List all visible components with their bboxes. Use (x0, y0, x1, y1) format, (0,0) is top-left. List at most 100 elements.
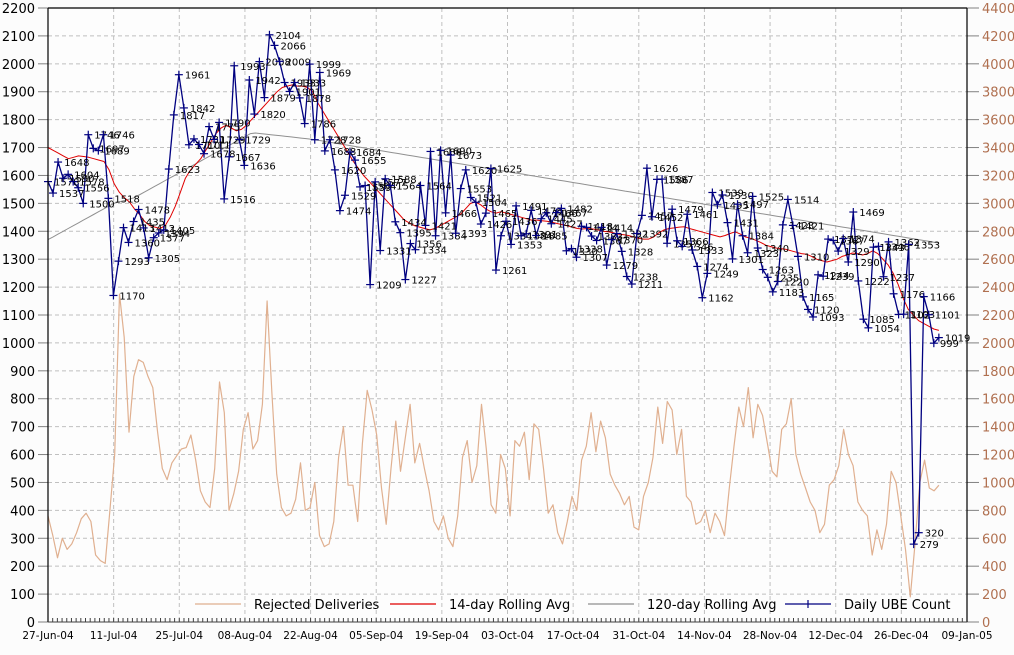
data-label: 1559 (366, 183, 391, 194)
data-label: 1474 (346, 207, 371, 218)
data-label: 1564 (371, 182, 396, 193)
data-label: 1279 (613, 261, 638, 272)
data-label: 1933 (301, 79, 326, 90)
y-tick-label: 2000 (2, 58, 35, 73)
data-label: 1237 (890, 273, 915, 284)
data-label: 1384 (507, 232, 532, 243)
x-tick-label: 05-Sep-04 (349, 630, 403, 642)
data-label: 1786 (311, 120, 336, 131)
data-label: 1625 (497, 164, 522, 175)
y2-tick-label: 1000 (982, 476, 1014, 491)
data-label: 1166 (930, 293, 955, 304)
data-label: 1901 (296, 87, 321, 98)
data-label: 1323 (754, 249, 779, 260)
x-tick-label: 31-Oct-04 (612, 630, 665, 642)
y-tick-label: 1500 (2, 197, 35, 212)
data-label: 1427 (557, 220, 582, 231)
y2-tick-label: 2800 (982, 225, 1014, 240)
data-label: 1667 (235, 153, 260, 164)
data-label: 1466 (552, 209, 577, 220)
x-tick-label: 26-Dec-04 (874, 630, 929, 642)
y2-tick-label: 3000 (982, 197, 1014, 212)
data-label: 1346 (884, 242, 909, 253)
data-label: 1711 (205, 140, 230, 151)
y2-tick-label: 4200 (982, 30, 1014, 45)
legend-item: 120-day Rolling Avg (588, 598, 777, 613)
y-tick-label: 2200 (2, 2, 35, 17)
data-label: 1465 (492, 209, 517, 220)
data-label: 1305 (155, 254, 180, 265)
y2-tick-label: 1600 (982, 393, 1014, 408)
data-label: 1423 (789, 221, 814, 232)
data-label: 2008 (265, 58, 290, 69)
data-label: 1620 (341, 166, 366, 177)
y2-tick-label: 1200 (982, 449, 1014, 464)
data-label: 1993 (240, 62, 265, 73)
data-label: 1331 (386, 247, 411, 258)
data-label: 1673 (457, 151, 482, 162)
data-label: 1431 (733, 219, 758, 230)
y-tick-label: 800 (10, 393, 35, 408)
y-tick-label: 900 (10, 365, 35, 380)
data-label: 2066 (280, 41, 305, 52)
data-label: 1690 (447, 146, 472, 157)
data-label: 1434 (401, 218, 426, 229)
data-label: 1274 (703, 262, 728, 273)
data-label: 1353 (915, 240, 940, 251)
y-tick-label: 600 (10, 449, 35, 464)
axes: 0 100 200 300 400 500 600 700 800 900 1000 1100 1200… (2, 2, 1014, 642)
y-tick-label: 1600 (2, 169, 35, 184)
data-label: 1578 (54, 178, 79, 189)
y-tick-label: 400 (10, 504, 35, 519)
data-label: 1435 (140, 218, 165, 229)
data-label: 1461 (693, 210, 718, 221)
data-label: 1518 (114, 194, 139, 205)
data-label: 1445 (547, 215, 572, 226)
x-tick-label: 09-Jan-05 (941, 630, 992, 642)
data-label: 1710 (195, 141, 220, 152)
data-label: 1648 (64, 158, 89, 169)
data-label: 1537 (59, 189, 84, 200)
data-label: 1360 (135, 238, 160, 249)
data-label: 1746 (94, 131, 119, 142)
data-label: 1820 (260, 110, 285, 121)
y2-tick-label: 2600 (982, 253, 1014, 268)
y-tick-label: 1800 (2, 114, 35, 129)
y-tick-label: 1900 (2, 86, 35, 101)
data-label: 1414 (608, 223, 633, 234)
series-rejected-deliveries (47, 293, 940, 598)
data-label: 1879 (270, 94, 295, 105)
data-label: 1384 (749, 232, 774, 243)
data-label: 1729 (245, 135, 270, 146)
data-label: 1504 (482, 198, 507, 209)
data-label: 1383 (598, 232, 623, 243)
data-label: 1961 (185, 71, 210, 82)
data-label: 1731 (200, 135, 225, 146)
y2-tick-label: 0 (982, 616, 990, 631)
data-label: 1054 (874, 324, 899, 335)
x-tick-label: 08-Aug-04 (218, 630, 273, 642)
data-label: 1577 (381, 178, 406, 189)
data-label: 1539 (718, 188, 743, 199)
data-label: 1120 (814, 305, 839, 316)
data-label: 1969 (326, 68, 351, 79)
y2-tick-label: 2400 (982, 281, 1014, 296)
data-label: 1590 (69, 174, 94, 185)
data-label: 1356 (416, 240, 441, 251)
y-tick-label: 1700 (2, 142, 35, 157)
data-label: 2104 (275, 31, 300, 42)
y2-tick-label: 3800 (982, 86, 1014, 101)
data-label: 1564 (396, 182, 421, 193)
y2-tick-label: 3400 (982, 142, 1014, 157)
legend-item: Rejected Deliveries (195, 598, 380, 613)
data-label: 1586 (663, 175, 688, 186)
data-label: 1604 (74, 170, 99, 181)
data-label: 1655 (361, 156, 386, 167)
x-tick-label: 22-Aug-04 (283, 630, 338, 642)
series-daily-ube-count: 1578153716481590160415781556150017461697… (44, 30, 970, 551)
data-label: 1516 (230, 195, 255, 206)
data-label: 1385 (542, 231, 567, 242)
y-tick-label: 2100 (2, 30, 35, 45)
data-label: 1479 (678, 205, 703, 216)
